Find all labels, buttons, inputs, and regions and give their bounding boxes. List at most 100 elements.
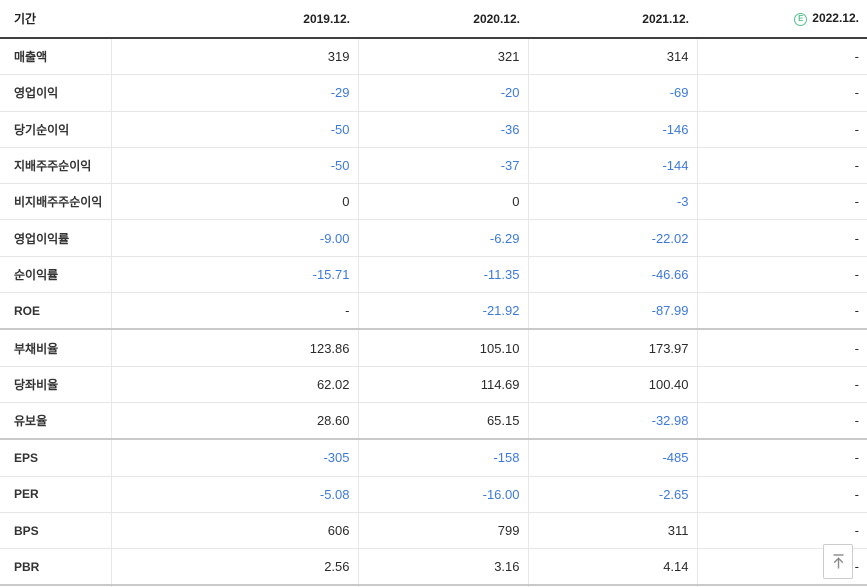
cell-value: -50 [110, 111, 358, 148]
row-label: 순이익률 [0, 256, 111, 294]
cell-value: -29 [110, 74, 358, 112]
cell-value: -87.99 [527, 292, 697, 330]
cell-value: -305 [110, 438, 358, 477]
year-label: 2019.12. [303, 11, 350, 26]
cell-value: 65.15 [357, 402, 528, 440]
table-row: 당기순이익 -50 -36 -146 - [0, 111, 867, 148]
estimate-icon: E [794, 12, 808, 26]
cell-value: -15.71 [110, 256, 358, 294]
cell-value: - [110, 292, 358, 330]
row-label: 영업이익률 [0, 219, 111, 257]
row-label: 당좌비율 [0, 366, 111, 403]
cell-value: -21.92 [357, 292, 528, 330]
row-label: 주당배당금 [0, 584, 111, 587]
cell-value: 173.97 [527, 328, 697, 367]
cell-value: -69 [527, 74, 697, 112]
cell-value: -3 [527, 183, 697, 221]
table-row: ROE - -21.92 -87.99 - [0, 292, 867, 330]
cell-value: -32.98 [527, 402, 697, 440]
cell-value: - [527, 584, 697, 587]
cell-value: -50 [110, 147, 358, 185]
row-label: 비지배주주순이익 [0, 183, 111, 221]
table-row: 당좌비율 62.02 114.69 100.40 - [0, 366, 867, 403]
row-label: 매출액 [0, 38, 111, 76]
cell-value: -9.00 [110, 219, 358, 257]
cell-value: - [696, 402, 867, 440]
cell-value: 319 [110, 38, 358, 76]
cell-value: -22.02 [527, 219, 697, 257]
cell-value: 311 [527, 512, 697, 550]
cell-value: - [696, 292, 867, 330]
cell-value: - [696, 366, 867, 403]
row-label: PBR [0, 548, 111, 586]
cell-value: - [696, 219, 867, 257]
cell-value: -144 [527, 147, 697, 185]
row-label: PER [0, 476, 111, 513]
table-row: 비지배주주순이익 0 0 -3 - [0, 183, 867, 221]
row-label: BPS [0, 512, 111, 550]
cell-value: 62.02 [110, 366, 358, 403]
cell-value: 3.16 [357, 548, 528, 586]
table-row: 순이익률 -15.71 -11.35 -46.66 - [0, 256, 867, 294]
table-row: BPS 606 799 311 - [0, 512, 867, 550]
row-label: 영업이익 [0, 74, 111, 112]
table-row: 부채비율 123.86 105.10 173.97 - [0, 328, 867, 367]
table-row: 주당배당금 - - - - [0, 584, 867, 587]
cell-value: - [696, 328, 867, 367]
cell-value: -37 [357, 147, 528, 185]
cell-value: -5.08 [110, 476, 358, 513]
table-row: 유보율 28.60 65.15 -32.98 - [0, 402, 867, 440]
cell-value: 4.14 [527, 548, 697, 586]
table-row: PBR 2.56 3.16 4.14 - [0, 548, 867, 586]
cell-value: -36 [357, 111, 528, 148]
cell-value: 28.60 [110, 402, 358, 440]
cell-value: 314 [527, 38, 697, 76]
table-row: 영업이익률 -9.00 -6.29 -22.02 - [0, 219, 867, 257]
cell-value: - [696, 38, 867, 76]
cell-value: - [696, 74, 867, 112]
cell-value: - [696, 476, 867, 513]
year-header-2022: E 2022.12. [697, 0, 867, 39]
cell-value: -46.66 [527, 256, 697, 294]
cell-value: - [696, 111, 867, 148]
cell-value: 2.56 [110, 548, 358, 586]
year-label: 2022.12. [812, 11, 859, 26]
cell-value: -485 [527, 438, 697, 477]
cell-value: - [696, 147, 867, 185]
row-label: EPS [0, 438, 111, 477]
table-row: 지배주주순이익 -50 -37 -144 - [0, 147, 867, 185]
year-label: 2020.12. [473, 11, 520, 26]
table-row: EPS -305 -158 -485 - [0, 438, 867, 477]
cell-value: - [110, 584, 358, 587]
cell-value: - [696, 512, 867, 550]
cell-value: - [696, 438, 867, 477]
cell-value: 799 [357, 512, 528, 550]
cell-value: -20 [357, 74, 528, 112]
year-header-2021: 2021.12. [528, 0, 697, 39]
row-label: 당기순이익 [0, 111, 111, 148]
cell-value: -158 [357, 438, 528, 477]
cell-value: 0 [357, 183, 528, 221]
cell-value: 0 [110, 183, 358, 221]
year-label: 2021.12. [642, 11, 689, 26]
scroll-to-top-button[interactable] [823, 544, 853, 579]
year-header-2019: 2019.12. [111, 0, 358, 39]
year-header-2020: 2020.12. [358, 0, 528, 39]
cell-value: -16.00 [357, 476, 528, 513]
row-label: ROE [0, 292, 111, 330]
period-header: 기간 [0, 0, 111, 39]
cell-value: -6.29 [357, 219, 528, 257]
cell-value: - [696, 256, 867, 294]
cell-value: 321 [357, 38, 528, 76]
cell-value: - [357, 584, 528, 587]
row-label: 지배주주순이익 [0, 147, 111, 185]
cell-value: 105.10 [357, 328, 528, 367]
table-row: PER -5.08 -16.00 -2.65 - [0, 476, 867, 513]
cell-value: 606 [110, 512, 358, 550]
cell-value: 123.86 [110, 328, 358, 367]
table-row: 매출액 319 321 314 - [0, 38, 867, 76]
row-label: 부채비율 [0, 328, 111, 367]
cell-value: 100.40 [527, 366, 697, 403]
cell-value: - [696, 584, 867, 587]
